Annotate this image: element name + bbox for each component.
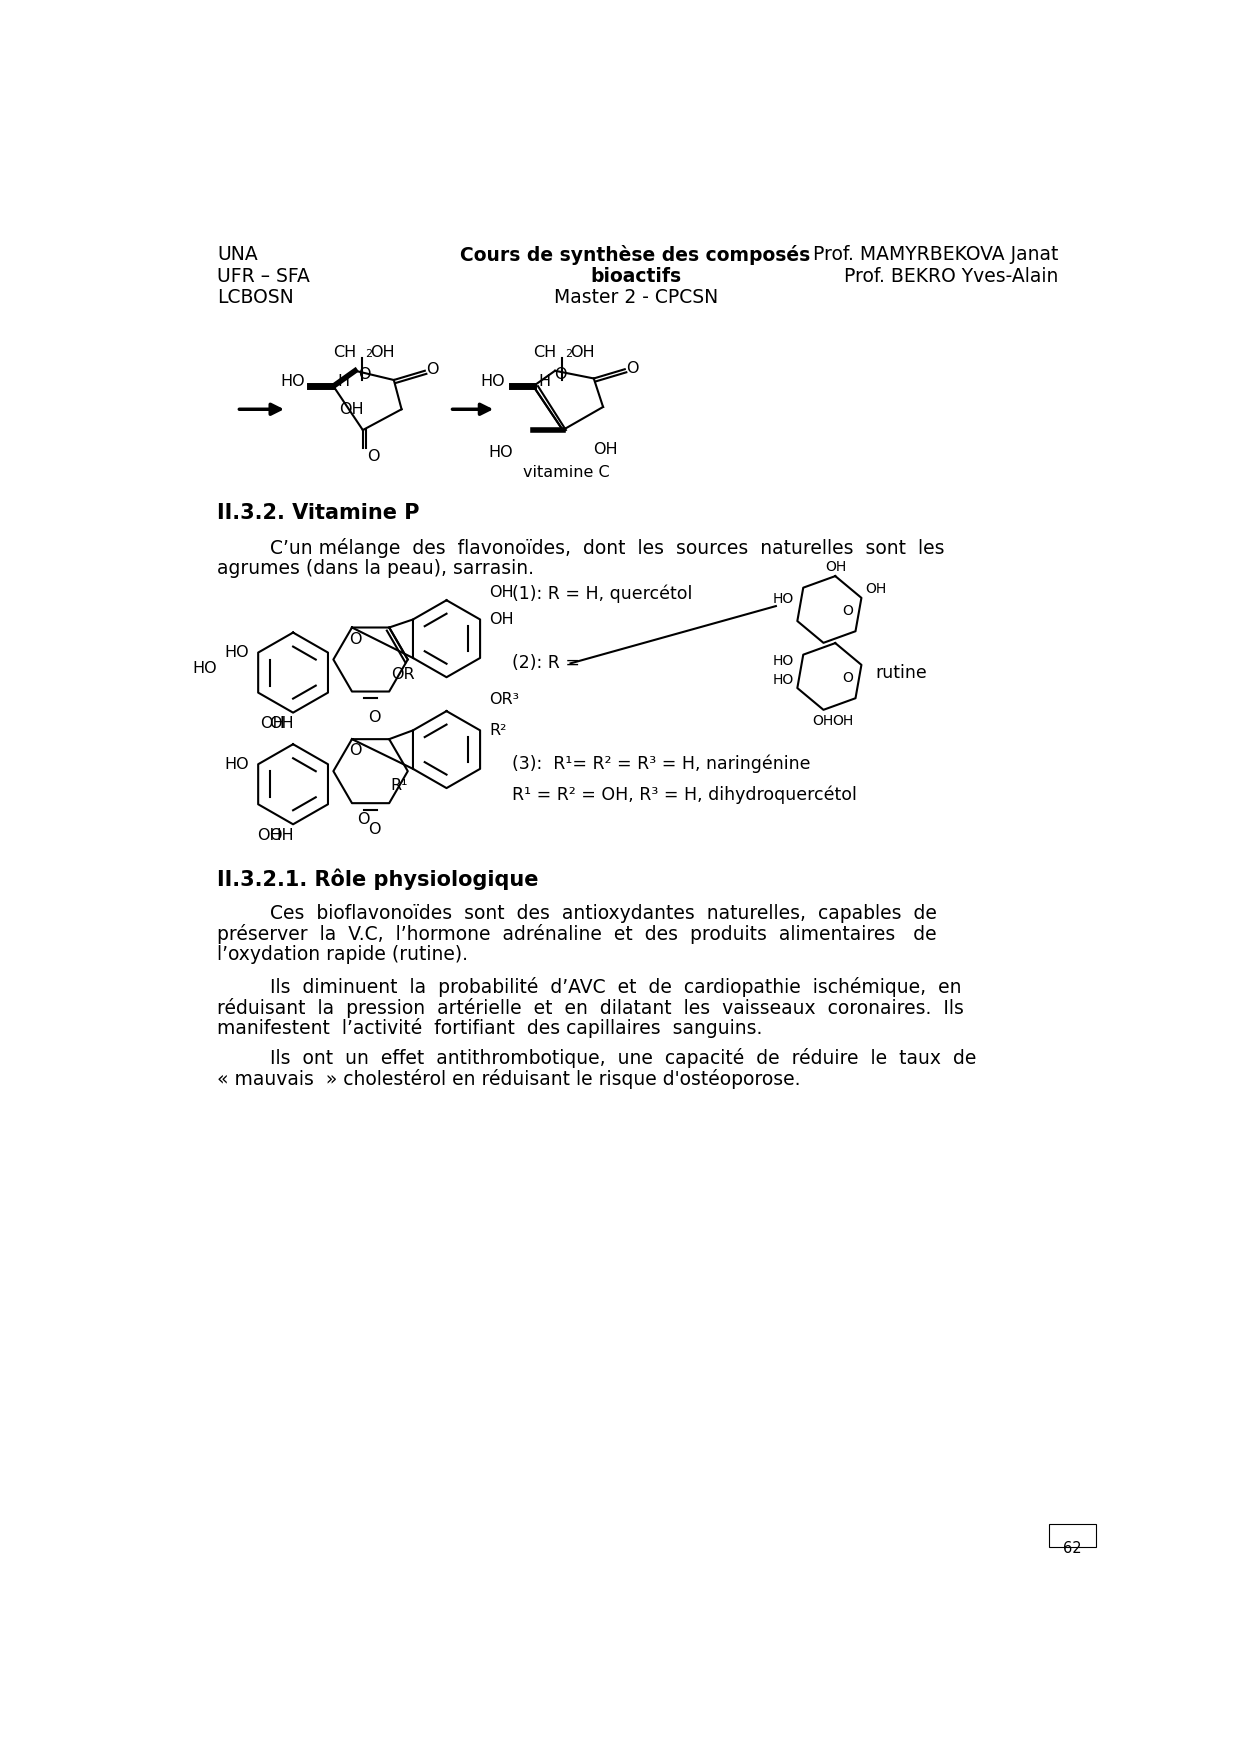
Text: O: O bbox=[843, 604, 854, 618]
Text: HO: HO bbox=[772, 655, 794, 669]
Text: HO: HO bbox=[192, 662, 217, 676]
Text: OH: OH bbox=[268, 716, 293, 732]
Text: UNA: UNA bbox=[217, 246, 258, 265]
Text: 62: 62 bbox=[1064, 1541, 1082, 1557]
Text: HO: HO bbox=[772, 672, 794, 686]
Text: Ils  ont  un  effet  antithrombotique,  une  capacité  de  réduire  le  taux  de: Ils ont un effet antithrombotique, une c… bbox=[269, 1048, 977, 1069]
Text: vitamine C: vitamine C bbox=[522, 465, 609, 479]
Text: OH: OH bbox=[268, 828, 293, 842]
Text: HO: HO bbox=[772, 591, 794, 605]
Text: Cours de synthèse des composés: Cours de synthèse des composés bbox=[460, 246, 810, 265]
Text: R¹: R¹ bbox=[391, 779, 408, 793]
Text: C’un mélange  des  flavonoïdes,  dont  les  sources  naturelles  sont  les: C’un mélange des flavonoïdes, dont les s… bbox=[269, 537, 944, 558]
Text: II.3.2.1. Rôle physiologique: II.3.2.1. Rôle physiologique bbox=[217, 869, 539, 890]
Text: O: O bbox=[359, 367, 371, 383]
Text: OH: OH bbox=[825, 560, 846, 574]
Text: O: O bbox=[350, 744, 362, 758]
Text: OH: OH bbox=[371, 346, 395, 360]
Text: manifestent  l’activité  fortifiant  des capillaires  sanguins.: manifestent l’activité fortifiant des ca… bbox=[217, 1018, 762, 1039]
Text: OH: OH bbox=[865, 583, 886, 597]
Text: OH: OH bbox=[833, 714, 854, 728]
Text: OH: OH bbox=[593, 442, 618, 456]
Text: LCBOSN: LCBOSN bbox=[217, 288, 294, 307]
Text: O: O bbox=[367, 449, 380, 465]
Text: 2: 2 bbox=[565, 349, 572, 360]
Text: R¹ = R² = OH, R³ = H, dihydroquercétol: R¹ = R² = OH, R³ = H, dihydroquercétol bbox=[513, 784, 858, 804]
Text: HO: HO bbox=[225, 646, 249, 660]
Text: HO: HO bbox=[280, 374, 305, 390]
Text: OR: OR bbox=[391, 667, 414, 681]
Text: II.3.2. Vitamine P: II.3.2. Vitamine P bbox=[217, 504, 419, 523]
Text: Prof. BEKRO Yves-Alain: Prof. BEKRO Yves-Alain bbox=[844, 267, 1059, 286]
Text: R²: R² bbox=[489, 723, 506, 737]
Text: H: H bbox=[539, 374, 551, 390]
Text: OH: OH bbox=[812, 714, 833, 728]
Text: OH: OH bbox=[489, 612, 514, 627]
Text: CH: CH bbox=[534, 346, 556, 360]
Text: Ils  diminuent  la  probabilité  d’AVC  et  de  cardiopathie  ischémique,  en: Ils diminuent la probabilité d’AVC et de… bbox=[269, 978, 962, 997]
Text: « mauvais  » cholestérol en réduisant le risque d'ostéoporose.: « mauvais » cholestérol en réduisant le … bbox=[217, 1069, 800, 1090]
Text: Prof. MAMYRBEKOVA Janat: Prof. MAMYRBEKOVA Janat bbox=[813, 246, 1059, 265]
Text: agrumes (dans la peau), sarrasin.: agrumes (dans la peau), sarrasin. bbox=[217, 558, 534, 577]
Text: H: H bbox=[338, 374, 350, 390]
Text: OH: OH bbox=[571, 346, 596, 360]
Text: OH: OH bbox=[489, 584, 514, 600]
Text: O: O bbox=[627, 362, 639, 376]
Text: rutine: rutine bbox=[875, 663, 927, 681]
Text: HO: HO bbox=[225, 756, 249, 772]
FancyBboxPatch shape bbox=[1050, 1525, 1096, 1548]
Text: HO: HO bbox=[489, 446, 514, 460]
Text: O: O bbox=[369, 711, 381, 725]
Text: Master 2 - CPCSN: Master 2 - CPCSN bbox=[553, 288, 717, 307]
Text: réduisant  la  pression  artérielle  et  en  dilatant  les  vaisseaux  coronaire: réduisant la pression artérielle et en d… bbox=[217, 997, 964, 1018]
Text: O: O bbox=[427, 363, 439, 377]
Text: 2: 2 bbox=[365, 349, 372, 360]
Text: (3):  R¹= R² = R³ = H, naringénine: (3): R¹= R² = R³ = H, naringénine bbox=[513, 755, 810, 772]
Text: (1): R = H, quercétol: (1): R = H, quercétol bbox=[513, 584, 692, 604]
Text: HO: HO bbox=[480, 374, 505, 390]
Text: OH: OH bbox=[257, 828, 282, 842]
Text: l’oxydation rapide (rutine).: l’oxydation rapide (rutine). bbox=[217, 946, 468, 963]
Text: Ces  bioflavonoïdes  sont  des  antioxydantes  naturelles,  capables  de: Ces bioflavonoïdes sont des antioxydante… bbox=[269, 904, 937, 923]
Text: OH: OH bbox=[261, 716, 285, 732]
Text: (2): R =: (2): R = bbox=[513, 655, 581, 672]
Text: préserver  la  V.C,  l’hormone  adrénaline  et  des  produits  alimentaires   de: préserver la V.C, l’hormone adrénaline e… bbox=[217, 925, 937, 944]
Text: CH: CH bbox=[334, 346, 356, 360]
Text: O: O bbox=[843, 670, 854, 684]
Text: bioactifs: bioactifs bbox=[589, 267, 681, 286]
Text: O: O bbox=[555, 367, 567, 383]
Text: O: O bbox=[369, 821, 381, 837]
Text: OR³: OR³ bbox=[489, 691, 519, 707]
Text: UFR – SFA: UFR – SFA bbox=[217, 267, 310, 286]
Text: O: O bbox=[357, 813, 370, 827]
Text: OH: OH bbox=[339, 402, 364, 416]
Text: O: O bbox=[350, 632, 362, 646]
